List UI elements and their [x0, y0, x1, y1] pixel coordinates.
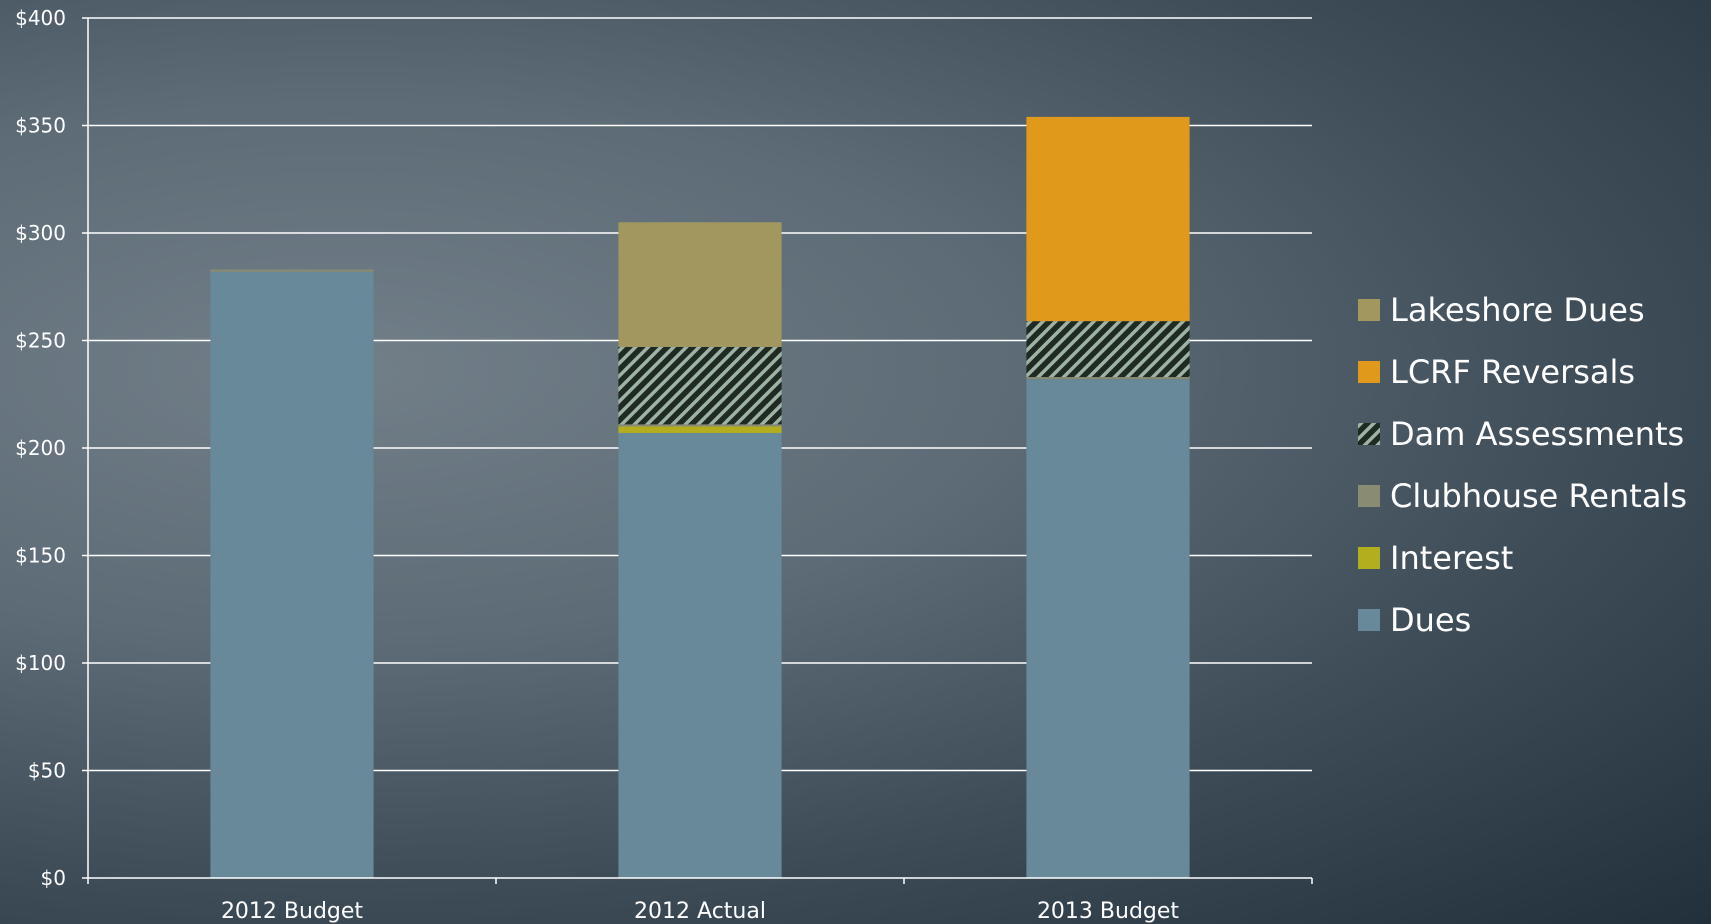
y-tick-label: $300 [15, 221, 66, 245]
legend-label: Dam Assessments [1390, 415, 1684, 453]
legend-swatch [1358, 485, 1380, 507]
legend-label: Clubhouse Rentals [1390, 477, 1687, 515]
y-tick-label: $200 [15, 436, 66, 460]
bar-segment-lcrf-reversals [1026, 116, 1190, 322]
bar-segment-interest [618, 426, 782, 433]
bar-segment-dues [1026, 379, 1190, 878]
y-tick-label: $150 [15, 544, 66, 568]
bar-segment-dues [210, 271, 374, 878]
y-axis-tick-labels: $0 $50 $100 $150 $200 $250 $300 $350 $400 [15, 6, 66, 890]
bar-segment-dam-assessments [618, 346, 782, 425]
bar-segment-clubhouse-rentals [210, 269, 374, 272]
legend-label: Dues [1390, 601, 1471, 639]
x-axis-tick-labels: 2012 Budget 2012 Actual 2013 Budget [221, 899, 1179, 924]
y-tick-label: $100 [15, 651, 66, 675]
axes [82, 17, 1313, 884]
bar-segment-clubhouse-rentals [1026, 377, 1190, 380]
bars [210, 116, 1190, 878]
y-tick-label: $0 [41, 866, 66, 890]
legend: Lakeshore Dues LCRF Reversals Dam Assessme… [1358, 291, 1687, 639]
x-tick-label: 2012 Budget [221, 899, 363, 924]
legend-swatch [1358, 547, 1380, 569]
bar-segment-lakeshore-dues [618, 222, 782, 347]
legend-label: Lakeshore Dues [1390, 291, 1645, 329]
bar-segment-clubhouse-rentals [618, 424, 782, 427]
legend-swatch [1358, 299, 1380, 321]
bar-segment-dam-assessments [1026, 321, 1190, 378]
y-tick-label: $250 [15, 329, 66, 353]
y-tick-label: $50 [28, 759, 66, 783]
x-tick-label: 2012 Actual [634, 899, 766, 924]
legend-swatch [1358, 361, 1380, 383]
y-tick-label: $400 [15, 6, 66, 30]
legend-label: Interest [1390, 539, 1513, 577]
y-tick-label: $350 [15, 114, 66, 138]
bar-segment-dues [618, 432, 782, 878]
x-tick-label: 2013 Budget [1037, 899, 1179, 924]
legend-swatch [1358, 609, 1380, 631]
legend-label: LCRF Reversals [1390, 353, 1635, 391]
legend-swatch [1358, 423, 1380, 445]
